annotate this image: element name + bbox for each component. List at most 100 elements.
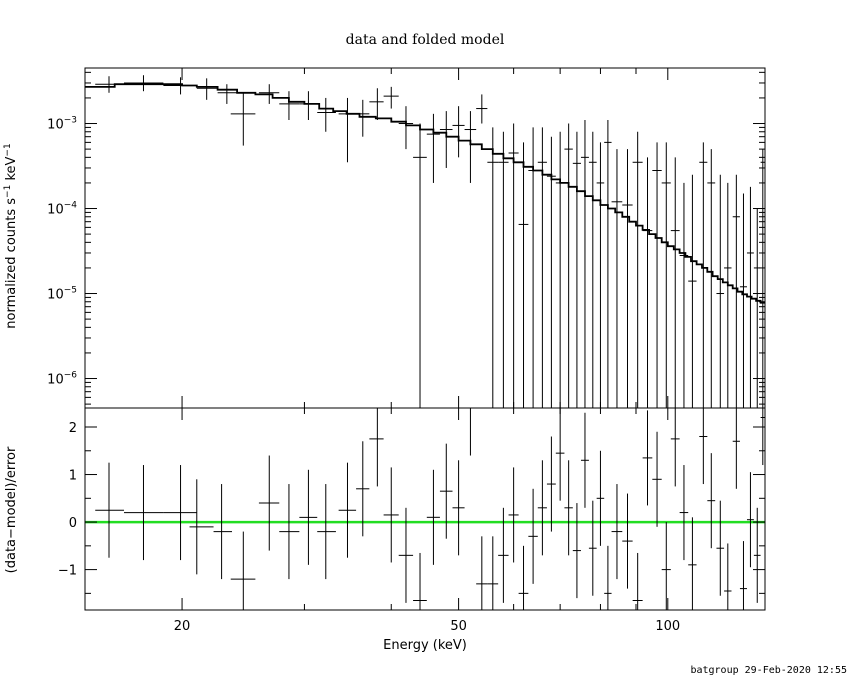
data-point bbox=[688, 174, 697, 408]
model-curve bbox=[85, 83, 765, 304]
residual-point bbox=[439, 443, 453, 539]
data-point bbox=[652, 142, 662, 408]
x-axis-label: Energy (keV) bbox=[383, 638, 467, 653]
residual-point bbox=[356, 441, 370, 537]
data-point bbox=[317, 97, 336, 132]
data-point bbox=[476, 94, 488, 124]
data-point bbox=[498, 131, 509, 408]
data-point bbox=[163, 77, 197, 95]
data-point bbox=[724, 182, 732, 408]
data-point bbox=[369, 88, 384, 121]
data-point bbox=[760, 149, 765, 408]
residual-point bbox=[580, 412, 589, 508]
residual-point bbox=[189, 479, 214, 575]
chart-title: data and folded model bbox=[346, 32, 505, 48]
data-point bbox=[611, 149, 623, 408]
y-tick-label: 0 bbox=[69, 516, 77, 531]
residual-point bbox=[596, 450, 605, 546]
x-tick-label: 100 bbox=[655, 619, 680, 634]
data-point bbox=[518, 142, 529, 408]
residual-point bbox=[707, 453, 716, 549]
residual-point bbox=[555, 408, 565, 501]
residual-point bbox=[476, 536, 488, 610]
residual-point bbox=[564, 460, 573, 556]
data-point bbox=[338, 97, 357, 163]
residual-point bbox=[383, 467, 399, 563]
residual-point bbox=[546, 436, 556, 532]
data-point bbox=[426, 113, 440, 183]
residual-point bbox=[679, 465, 689, 561]
residual-point bbox=[518, 545, 529, 610]
data-point bbox=[632, 131, 643, 408]
residual-point bbox=[123, 465, 164, 561]
data-point bbox=[670, 157, 680, 408]
y-tick-label: 10−6 bbox=[47, 371, 77, 388]
residual-point bbox=[398, 507, 414, 603]
data-point bbox=[622, 149, 633, 408]
data-point bbox=[95, 76, 124, 93]
residual-point bbox=[588, 500, 597, 596]
data-point bbox=[452, 106, 465, 158]
spectrum-panel: 10−3 10−4 10−5 10−6 bbox=[47, 67, 766, 409]
data-point bbox=[464, 111, 477, 183]
residual-point bbox=[604, 545, 612, 610]
residual-point bbox=[258, 455, 280, 551]
residual-point bbox=[652, 431, 662, 527]
y-tick-label: 2 bbox=[69, 421, 77, 436]
residual-point bbox=[760, 408, 765, 466]
residual-point bbox=[739, 541, 747, 610]
y-tick-label: −1 bbox=[58, 564, 77, 579]
data-point bbox=[279, 91, 300, 121]
spectrum-ylabel: normalized counts s−1 keV−1 bbox=[3, 143, 19, 328]
residuals-frame bbox=[84, 407, 766, 611]
data-point bbox=[398, 106, 414, 150]
residuals-panel: 2 1 0 −1 20 50 100 bbox=[58, 407, 766, 634]
residual-point bbox=[572, 503, 581, 599]
residual-point bbox=[426, 469, 440, 565]
residual-point bbox=[642, 410, 653, 506]
residual-point bbox=[670, 408, 680, 487]
data-point bbox=[661, 142, 671, 408]
residual-point bbox=[716, 500, 725, 596]
data-point bbox=[699, 142, 708, 408]
residual-point bbox=[498, 507, 509, 603]
residual-point bbox=[299, 469, 318, 565]
data-point bbox=[258, 84, 280, 104]
residual-point bbox=[163, 465, 197, 561]
data-point bbox=[739, 193, 747, 408]
residual-point bbox=[632, 552, 643, 610]
data-point bbox=[356, 99, 370, 137]
data-point bbox=[123, 75, 164, 92]
data-point bbox=[546, 136, 556, 408]
data-point bbox=[596, 142, 605, 408]
data-point bbox=[642, 157, 653, 408]
footer-credit: batgroup 29-Feb-2020 12:55 bbox=[690, 665, 847, 676]
data-point bbox=[707, 149, 716, 408]
residual-point bbox=[537, 460, 547, 556]
residual-point bbox=[528, 488, 538, 584]
residual-point bbox=[724, 543, 732, 610]
spectrum-frame bbox=[84, 67, 766, 409]
residual-point bbox=[611, 484, 623, 580]
residual-ticks: 2 1 0 −1 20 50 100 bbox=[58, 408, 765, 634]
residual-point bbox=[279, 484, 300, 580]
residual-point bbox=[732, 408, 740, 489]
data-point bbox=[508, 123, 519, 408]
data-point bbox=[679, 182, 689, 408]
data-point bbox=[230, 92, 256, 146]
data-point bbox=[217, 84, 238, 104]
model-step-curve bbox=[85, 83, 765, 304]
residual-point bbox=[369, 408, 384, 487]
data-point bbox=[580, 120, 589, 408]
data-point bbox=[528, 127, 538, 408]
data-point bbox=[564, 123, 573, 408]
data-point bbox=[487, 127, 499, 408]
residual-point bbox=[699, 408, 708, 485]
data-point bbox=[572, 131, 581, 408]
data-point bbox=[413, 123, 427, 408]
y-tick-label: 10−3 bbox=[47, 116, 77, 133]
residual-point bbox=[317, 484, 336, 580]
residual-point bbox=[452, 460, 465, 556]
data-point bbox=[588, 131, 597, 408]
